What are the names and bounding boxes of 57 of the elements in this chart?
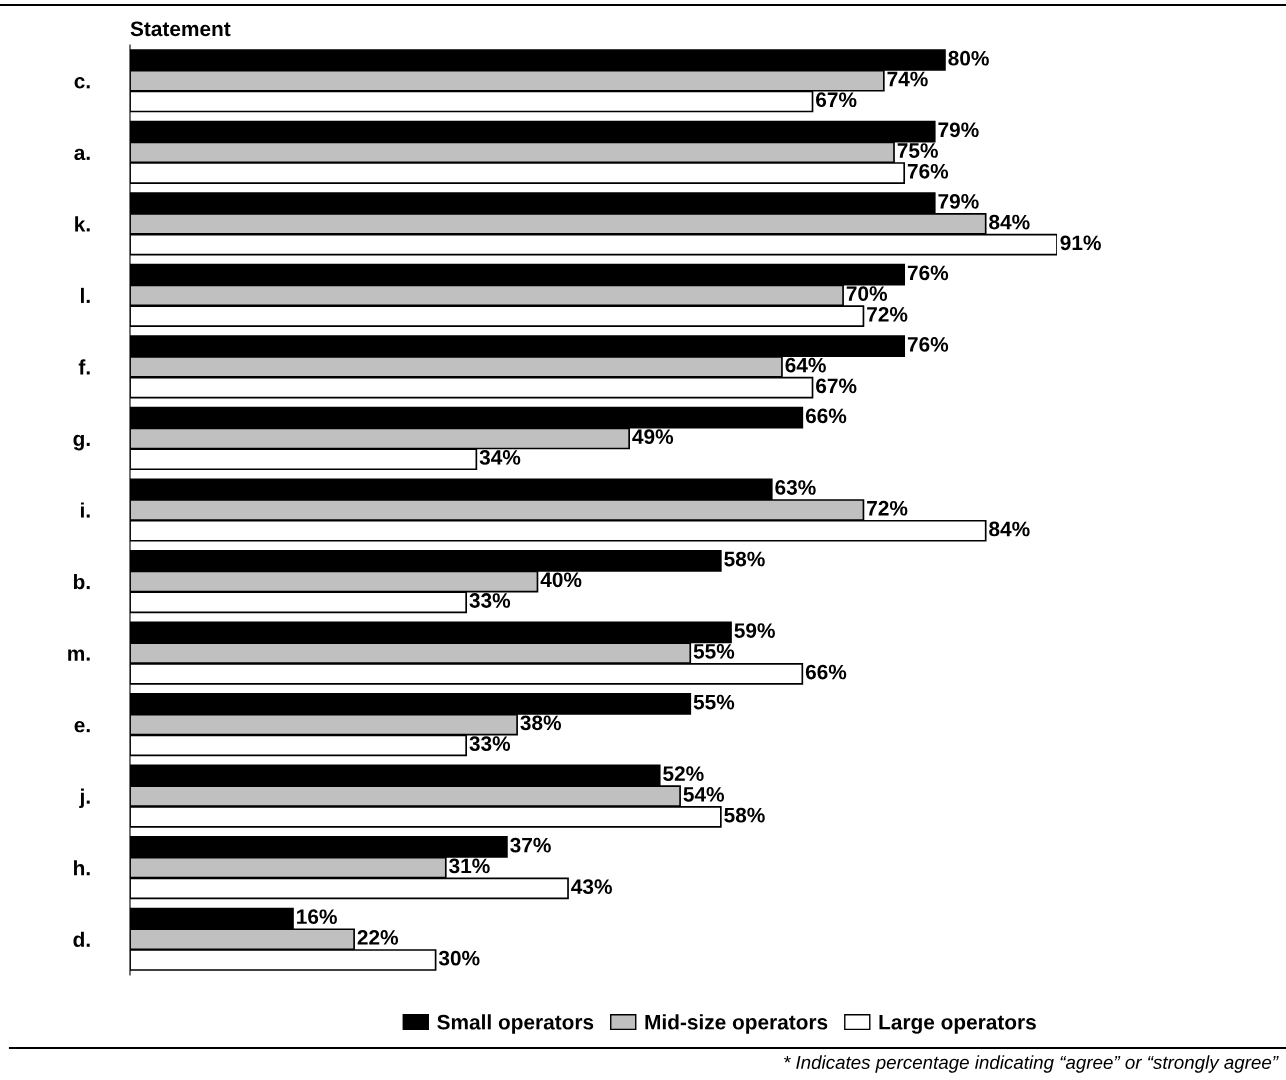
y-tick-label: m. <box>68 649 90 661</box>
data-label: 79% <box>938 193 979 209</box>
data-label: 80% <box>948 50 989 66</box>
data-label: 22% <box>357 930 399 945</box>
legend-label: Small operators <box>437 1014 594 1034</box>
data-label: 43% <box>571 879 612 895</box>
data-label: 67% <box>816 92 857 108</box>
data-label: 34% <box>479 450 521 465</box>
data-label: 59% <box>734 623 775 638</box>
data-label: 33% <box>469 736 511 751</box>
data-label: 84% <box>989 521 1030 537</box>
y-tick-label: c. <box>74 77 90 89</box>
data-label: 72% <box>867 306 908 322</box>
data-label: 30% <box>438 950 480 966</box>
data-label: 66% <box>805 408 847 424</box>
y-tick-label: j. <box>79 788 90 809</box>
data-label: 63% <box>775 480 816 495</box>
data-label: 67% <box>816 378 857 394</box>
data-label: 38% <box>520 715 562 731</box>
y-axis-title: Statement <box>130 21 231 37</box>
y-tick-label: a. <box>74 148 90 161</box>
data-label: 91% <box>1060 235 1101 251</box>
data-label: 54% <box>683 787 725 802</box>
data-label: 58% <box>724 551 765 567</box>
data-label: 33% <box>469 593 511 608</box>
y-tick-label: b. <box>73 573 90 590</box>
data-label: 58% <box>724 807 765 823</box>
y-tick-label: h. <box>74 860 90 876</box>
data-label: 64% <box>785 357 826 373</box>
data-label: 76% <box>907 265 949 281</box>
data-label: 76% <box>907 163 949 179</box>
y-tick-label: l. <box>80 287 90 303</box>
legend-label: Large operators <box>879 1015 1036 1034</box>
data-label: 31% <box>449 858 490 874</box>
text: * Indicates percentage indicating “agree” or “strongly agree” <box>784 1055 1279 1073</box>
legend-label: Mid-size operators <box>645 1014 828 1034</box>
data-label: 49% <box>632 429 674 445</box>
y-tick-label: i. <box>80 502 90 518</box>
data-label: 40% <box>540 572 582 588</box>
data-label: 55% <box>693 643 735 659</box>
data-label: 72% <box>867 500 908 516</box>
data-label: 70% <box>846 286 887 301</box>
data-label: 75% <box>897 143 938 158</box>
y-tick-label: g. <box>73 434 90 451</box>
data-label: 66% <box>805 664 847 680</box>
y-tick-label: e. <box>74 720 90 733</box>
y-tick-label: d. <box>73 931 90 947</box>
y-tick-label: k. <box>75 216 90 232</box>
y-tick-label: f. <box>78 359 90 375</box>
data-label: 37% <box>510 837 551 853</box>
data-label: 16% <box>297 909 337 925</box>
data-label: 74% <box>887 71 928 87</box>
data-label: 79% <box>938 122 979 138</box>
data-label: 55% <box>693 694 735 710</box>
data-label: 76% <box>907 337 949 352</box>
data-label: 84% <box>989 214 1030 230</box>
data-label: 52% <box>663 766 704 781</box>
